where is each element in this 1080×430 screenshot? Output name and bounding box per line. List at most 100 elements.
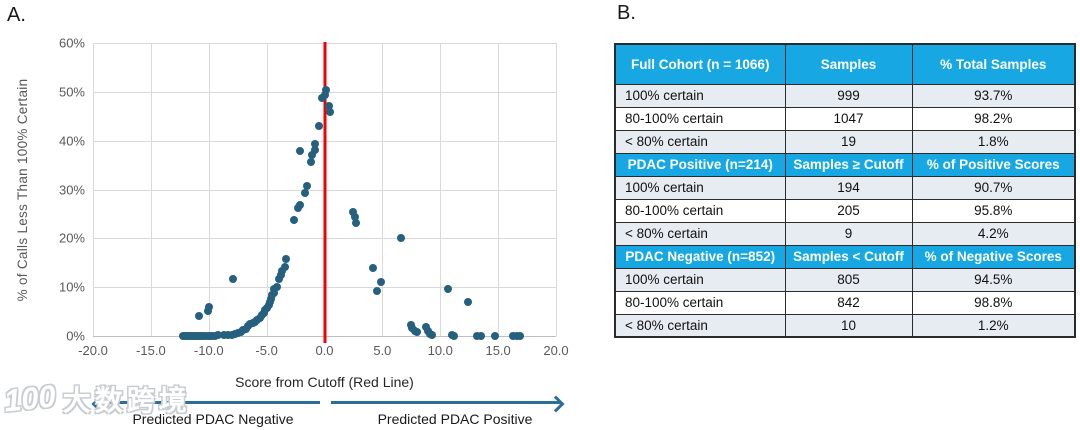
predicted-negative-label: Predicted PDAC Negative [132,411,294,427]
gridline-vertical [382,43,384,336]
table-header-row: PDAC Positive (n=214) Samples ≥ Cutoff% o… [614,152,1076,177]
arrow-right-icon [547,395,565,412]
scatter-point [464,298,473,307]
scatter-point [413,328,422,337]
scatter-point [295,201,304,210]
table-cell: 205 [784,198,913,223]
table-cell: 80-100% certain [614,198,786,223]
table-cell: 805 [784,267,913,292]
scatter-plot: 0% 10% 20% 30% 40% 50% 60% -20.0 -15.0 -10.0 -5.0 0… [59,36,569,359]
scatter-point [203,307,212,316]
gridline-vertical [556,43,557,336]
scatter-point [349,208,358,217]
scatter-point [516,332,525,340]
table-header-cell: PDAC Positive (n=214) [614,152,786,177]
scatter-point [195,311,204,320]
scatter-point [369,263,378,272]
y-axis-tick-label: 40% [58,133,85,149]
table-header-cell: % Total Samples [911,43,1076,85]
predicted-positive-label: Predicted PDAC Positive [377,411,533,427]
table-cell: 194 [784,175,913,200]
table-cell: 93.7% [911,83,1076,108]
scatter-point [322,86,331,95]
gridline-vertical [266,43,268,336]
x-axis-tick-label: 10.0 [427,343,453,358]
x-axis-tick-label: -5.0 [255,343,278,358]
panel-a-label: A. [7,4,26,26]
table-cell: 10 [784,313,913,338]
scatter-point [229,274,238,283]
table-row: < 80% certain 9 4.2% [614,221,1076,246]
table-cell: 94.5% [911,267,1076,292]
x-axis-tick-label: 15.0 [485,343,511,358]
x-axis-tick-label: 0.0 [315,343,334,358]
scatter-point [351,219,360,228]
scatter-point [314,121,323,130]
table-cell: 842 [784,290,913,315]
cohort-table: Full Cohort (n = 1066) Samples% Total Sam… [614,43,1076,338]
scatter-point [325,102,334,111]
table-header-row: PDAC Negative (n=852) Samples < Cutoff% o… [614,244,1076,269]
table-header-cell: PDAC Negative (n=852) [614,244,786,269]
scatter-point [307,157,316,166]
scatter-point [290,215,299,224]
table-cell: 98.2% [911,106,1076,131]
table-header-cell: Samples ≥ Cutoff [784,152,913,177]
gridline-vertical [93,43,94,336]
table-cell: 1047 [784,106,913,131]
scatter-point [376,278,385,287]
gridline-vertical [150,43,152,336]
scatter-point [300,189,309,198]
table-cell: 4.2% [911,221,1076,246]
arrow-left-icon [91,395,109,412]
table-header-row: Full Cohort (n = 1066) Samples% Total Sam… [614,43,1076,85]
scatter-point [450,331,459,340]
scatter-point [278,266,287,275]
scatter-point [311,140,320,149]
table-row: 80-100% certain 1047 98.2% [614,106,1076,131]
scatter-point [320,90,329,99]
scatter-point [280,262,289,271]
scatter-point [302,182,311,191]
table-cell: 95.8% [911,198,1076,223]
table-row: 100% certain 999 93.7% [614,83,1076,108]
table-cell: < 80% certain [614,313,786,338]
scatter-point [396,233,405,242]
table-cell: 80-100% certain [614,106,786,131]
gridline-vertical [440,43,442,336]
table-row: 80-100% certain 205 95.8% [614,198,1076,223]
table-row: 80-100% certain 842 98.8% [614,290,1076,315]
table-cell: 100% certain [614,83,786,108]
scatter-point [219,331,228,340]
table-cell: 999 [784,83,913,108]
table-cell: < 80% certain [614,129,786,154]
y-axis-tick-label: 60% [58,35,85,51]
negative-direction-arrow [91,395,320,412]
table-header-cell: Samples [784,43,913,85]
x-axis-tick-label: -20.0 [78,343,108,358]
table-row: < 80% certain 19 1.8% [614,129,1076,154]
x-axis-tick-label: 20.0 [543,343,569,358]
table-cell: 98.8% [911,290,1076,315]
gridline-vertical [208,43,210,336]
scatter-point [422,322,431,331]
table-cell: 100% certain [614,175,786,200]
x-axis-title: Score from Cutoff (Red Line) [235,374,414,390]
scatter-point [282,255,291,264]
table-row: 100% certain 194 90.7% [614,175,1076,200]
gridline-vertical [498,43,500,336]
table-cell: < 80% certain [614,221,786,246]
table-row: < 80% certain 10 1.2% [614,313,1076,338]
table-header-cell: Full Cohort (n = 1066) [614,43,786,85]
scatter-point [490,332,499,340]
y-axis-tick-label: 30% [58,182,85,197]
scatter-point [276,271,285,280]
x-axis-tick-label: -15.0 [136,343,166,358]
scatter-point [296,147,305,156]
table-cell: 1.8% [911,129,1076,154]
y-axis-tick-label: 20% [58,230,85,246]
scatter-point [273,282,282,291]
scatter-point [214,331,222,340]
y-axis-tick-label: 0% [66,328,85,344]
table-cell: 90.7% [911,175,1076,200]
